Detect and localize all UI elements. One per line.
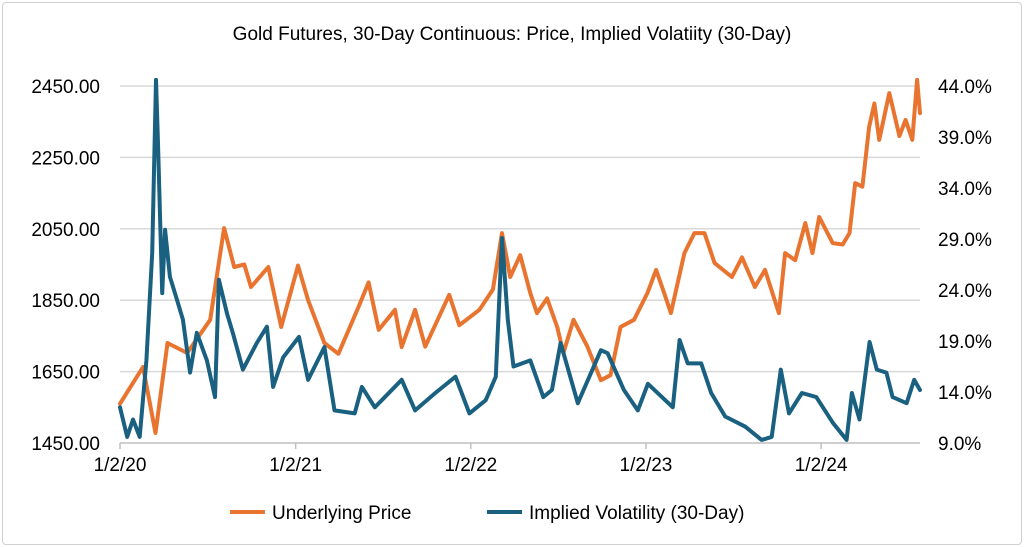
y2-tick-label: 29.0% (938, 230, 992, 251)
series-line-implied-volatility (118, 77, 922, 442)
x-tick-label: 1/2/22 (444, 455, 497, 476)
y-axis-right: 9.0% 14.0% 19.0% 24.0% 29.0% 34.0% 39.0% 44.0% (938, 77, 992, 455)
legend-label-price: Underlying Price (272, 503, 411, 524)
series-lines (118, 77, 922, 442)
y2-tick-label: 44.0% (938, 77, 992, 98)
legend: Underlying Price Implied Volatility (30-… (230, 503, 744, 524)
x-axis: 1/2/20 1/2/21 1/2/22 1/2/23 1/2/24 (94, 443, 848, 476)
series-line-underlying-price (118, 77, 922, 435)
y-tick-label: 1850.00 (31, 291, 100, 312)
x-tick-label: 1/2/20 (94, 455, 147, 476)
legend-label-volatility: Implied Volatility (30-Day) (529, 503, 744, 524)
y2-tick-label: 14.0% (938, 383, 992, 404)
y2-tick-label: 9.0% (938, 434, 981, 455)
y-axis-left: 1450.00 1650.00 1850.00 2050.00 2250.00 2450.… (31, 77, 100, 455)
y-tick-label: 2050.00 (31, 220, 100, 241)
y2-tick-label: 19.0% (938, 332, 992, 353)
y2-tick-label: 24.0% (938, 281, 992, 302)
y-tick-label: 1650.00 (31, 363, 100, 384)
y2-tick-label: 34.0% (938, 179, 992, 200)
chart-title: Gold Futures, 30-Day Continuous: Price, … (233, 24, 792, 45)
y2-tick-label: 39.0% (938, 128, 992, 149)
x-tick-label: 1/2/21 (269, 455, 322, 476)
x-tick-label: 1/2/24 (795, 455, 848, 476)
y-tick-label: 2250.00 (31, 148, 100, 169)
x-tick-label: 1/2/23 (620, 455, 673, 476)
gridlines (120, 85, 920, 444)
y-tick-label: 1450.00 (31, 434, 100, 455)
y-tick-label: 2450.00 (31, 77, 100, 98)
